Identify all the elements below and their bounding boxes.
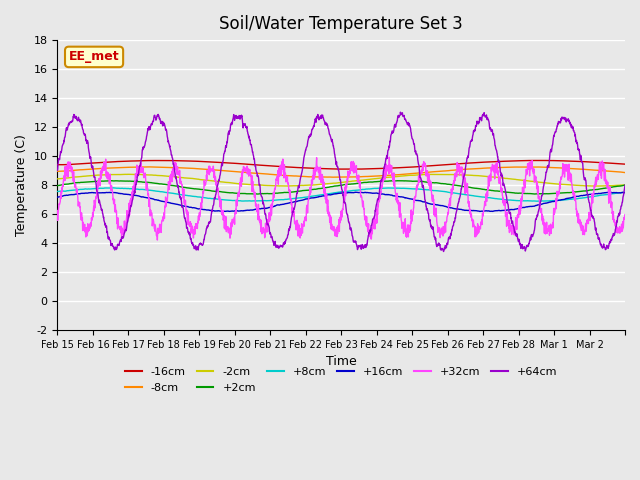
- -16cm: [314, 166, 322, 171]
- +8cm: [500, 197, 508, 203]
- -8cm: [621, 169, 629, 175]
- +64cm: [501, 185, 509, 191]
- -2cm: [621, 182, 629, 188]
- -2cm: [315, 181, 323, 187]
- -8cm: [315, 174, 323, 180]
- -2cm: [500, 175, 508, 181]
- +8cm: [110, 185, 118, 191]
- +8cm: [83, 186, 90, 192]
- +16cm: [476, 208, 484, 214]
- Line: -8cm: -8cm: [58, 167, 625, 177]
- -2cm: [54, 176, 61, 182]
- -2cm: [127, 171, 134, 177]
- +2cm: [315, 186, 323, 192]
- -16cm: [348, 166, 356, 172]
- Line: +64cm: +64cm: [58, 112, 625, 252]
- Legend: -16cm, -8cm, -2cm, +2cm, +8cm, +16cm, +32cm, +64cm: -16cm, -8cm, -2cm, +2cm, +8cm, +16cm, +3…: [120, 363, 562, 397]
- +2cm: [254, 191, 262, 197]
- +64cm: [397, 109, 404, 115]
- -8cm: [605, 168, 613, 174]
- -16cm: [83, 160, 90, 166]
- +8cm: [532, 198, 540, 204]
- +64cm: [605, 240, 613, 246]
- +2cm: [501, 189, 509, 195]
- +64cm: [330, 143, 337, 149]
- +2cm: [605, 185, 613, 191]
- -16cm: [500, 158, 508, 164]
- +32cm: [501, 198, 509, 204]
- +2cm: [621, 182, 629, 188]
- -16cm: [538, 157, 546, 163]
- +2cm: [330, 183, 337, 189]
- +16cm: [605, 190, 612, 195]
- -8cm: [54, 168, 61, 174]
- +8cm: [315, 192, 323, 198]
- X-axis label: Time: Time: [326, 355, 356, 369]
- Line: +2cm: +2cm: [58, 180, 625, 194]
- Line: +8cm: +8cm: [58, 188, 625, 201]
- +2cm: [83, 179, 90, 185]
- -2cm: [605, 183, 612, 189]
- -16cm: [54, 162, 61, 168]
- +32cm: [154, 237, 161, 243]
- +64cm: [621, 182, 629, 188]
- +16cm: [314, 194, 322, 200]
- +32cm: [385, 154, 393, 160]
- Line: -2cm: -2cm: [58, 174, 625, 186]
- +8cm: [605, 192, 612, 197]
- +16cm: [605, 189, 613, 195]
- +32cm: [315, 170, 323, 176]
- +16cm: [330, 191, 337, 197]
- -2cm: [591, 183, 599, 189]
- +64cm: [54, 168, 61, 173]
- -2cm: [83, 173, 90, 179]
- -16cm: [605, 160, 612, 166]
- +2cm: [54, 183, 61, 189]
- +8cm: [621, 189, 629, 195]
- +64cm: [83, 137, 90, 143]
- +16cm: [621, 190, 629, 196]
- Y-axis label: Temperature (C): Temperature (C): [15, 134, 28, 236]
- -16cm: [605, 160, 613, 166]
- -8cm: [330, 174, 338, 180]
- -2cm: [605, 183, 613, 189]
- Line: -16cm: -16cm: [58, 160, 625, 169]
- -8cm: [501, 165, 509, 170]
- -8cm: [143, 164, 151, 170]
- +32cm: [54, 208, 61, 214]
- -16cm: [621, 161, 629, 167]
- +8cm: [605, 191, 613, 197]
- -16cm: [330, 166, 337, 172]
- +32cm: [605, 200, 612, 206]
- +16cm: [500, 207, 508, 213]
- +64cm: [314, 114, 322, 120]
- +32cm: [621, 212, 629, 217]
- -8cm: [83, 167, 90, 172]
- +16cm: [83, 190, 90, 196]
- -2cm: [330, 180, 337, 186]
- +32cm: [605, 193, 613, 199]
- +16cm: [605, 190, 612, 195]
- -8cm: [605, 168, 612, 174]
- Line: +16cm: +16cm: [58, 192, 625, 211]
- +8cm: [54, 189, 61, 194]
- +64cm: [605, 243, 612, 249]
- Line: +32cm: +32cm: [58, 157, 625, 240]
- +16cm: [54, 194, 61, 200]
- +32cm: [330, 227, 337, 232]
- +64cm: [440, 249, 447, 254]
- -8cm: [330, 174, 337, 180]
- +2cm: [397, 178, 405, 183]
- Text: EE_met: EE_met: [68, 50, 120, 63]
- +2cm: [605, 185, 612, 191]
- +32cm: [83, 229, 90, 235]
- +8cm: [330, 190, 337, 196]
- Title: Soil/Water Temperature Set 3: Soil/Water Temperature Set 3: [220, 15, 463, 33]
